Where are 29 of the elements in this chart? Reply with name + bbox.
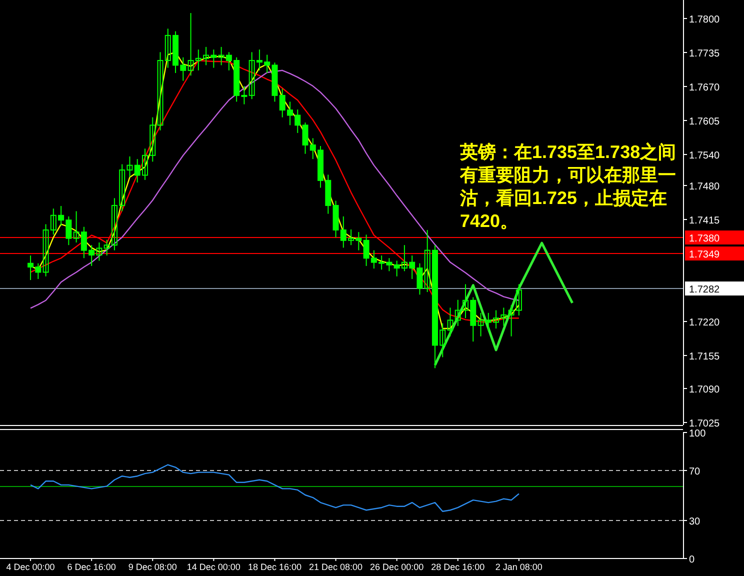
y-tick-label: 0 (689, 554, 695, 566)
y-tick-label: 70 (689, 466, 701, 478)
y-tick-label: 1.7415 (689, 216, 720, 226)
annotation: 英镑：在1.735至1.738之间有重要阻力，可以在那里一沽，看回1.725，止损定在7420。 (460, 141, 678, 233)
x-tick-label: 2 Jan 08:00 (495, 562, 542, 572)
x-tick-label: 9 Dec 08:00 (128, 562, 177, 572)
x-tick-label: 18 Dec 16:00 (248, 562, 302, 572)
x-tick-label: 21 Dec 08:00 (309, 562, 363, 572)
x-tick-label: 26 Dec 00:00 (370, 562, 424, 572)
x-tick-label: 14 Dec 00:00 (186, 562, 240, 572)
y-tick-label: 1.7480 (689, 182, 720, 192)
x-tick-label: 28 Dec 16:00 (431, 562, 485, 572)
line-series (30, 464, 520, 512)
y-tick-label: 30 (689, 516, 701, 528)
ref-line-label: 1.7349 (689, 250, 720, 260)
y-tick-label: 1.7800 (689, 14, 720, 26)
y-tick-label: 100 (689, 428, 706, 440)
y-tick-label: 1.7735 (689, 48, 720, 60)
x-tick-label: 6 Dec 16:00 (67, 562, 116, 572)
y-tick-label: 1.7090 (689, 384, 720, 396)
y-tick-label: 1.7220 (689, 318, 720, 328)
y-tick-label: 1.7605 (689, 116, 720, 128)
x-tick-label: 4 Dec 00:00 (6, 562, 55, 572)
ref-line-label: 1.7380 (689, 234, 720, 244)
y-tick-label: 1.7540 (689, 150, 720, 162)
y-tick-label: 1.7670 (689, 82, 720, 94)
ref-line-label: 1.7282 (689, 284, 720, 296)
y-tick-label: 1.7025 (689, 418, 720, 430)
y-tick-label: 1.7155 (689, 352, 720, 362)
